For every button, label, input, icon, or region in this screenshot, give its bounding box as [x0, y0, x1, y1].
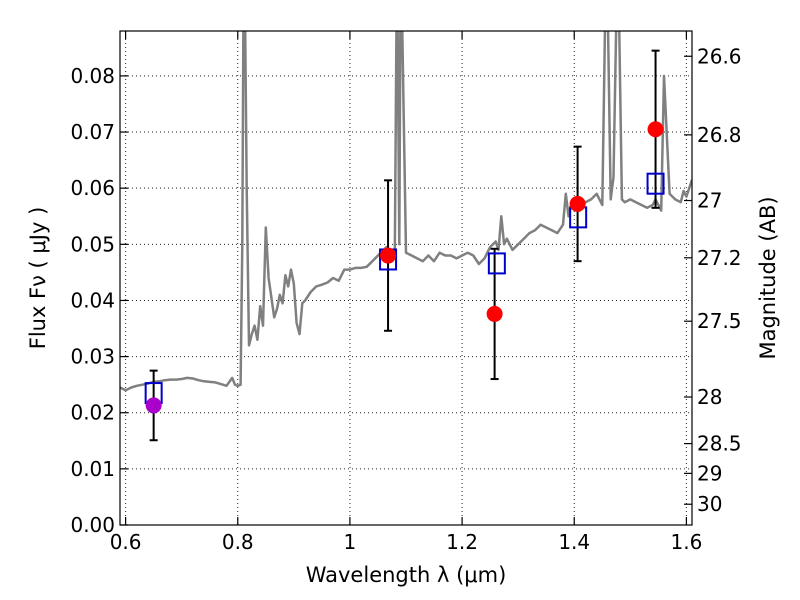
x-tick-label: 1	[344, 530, 357, 554]
plot-frame	[119, 30, 693, 526]
y-tick-label: 0.05	[70, 232, 115, 256]
data-circle-marker	[647, 121, 664, 138]
x-tick-label: 0.6	[110, 530, 142, 554]
model-spectrum-line	[120, 31, 692, 392]
data-circle-marker	[380, 247, 397, 264]
right-tick-label: 27.2	[697, 246, 742, 270]
y-tick-label: 0.07	[70, 120, 115, 144]
right-axis-label: Magnitude (AB)	[756, 196, 780, 359]
x-tick-label: 0.8	[222, 530, 254, 554]
right-tick-label: 30	[697, 492, 722, 516]
model-spectrum	[120, 31, 692, 392]
x-tick-label: 1.4	[558, 530, 590, 554]
right-tick-label: 29	[697, 461, 722, 485]
model-square-marker	[646, 172, 665, 195]
x-tick-label: 1.6	[670, 530, 702, 554]
y-axis-label: Flux Fν ( μJy )	[26, 207, 50, 350]
y-tick-label: 0.02	[70, 401, 115, 425]
model-square-marker	[487, 252, 506, 275]
x-axis-label: Wavelength λ (μm)	[306, 563, 507, 587]
y-tick-label: 0.08	[70, 64, 115, 88]
y-tick-label: 0.06	[70, 176, 115, 200]
y-tick-label: 0.04	[70, 288, 115, 312]
data-points	[144, 49, 665, 442]
axis-ticks: 0.6 0.8 1 1.2 1.4 1.6 0.00 0.01 0.02 0.03 0.04 0.05…	[70, 31, 742, 554]
y-tick-label: 0.00	[70, 513, 115, 537]
data-circle-marker	[145, 397, 162, 414]
right-tick-label: 28.5	[697, 432, 742, 456]
data-circle-marker	[569, 195, 586, 212]
x-tick-label: 1.2	[446, 530, 478, 554]
data-circle-marker	[486, 305, 503, 322]
right-tick-label: 27.5	[697, 309, 742, 333]
right-tick-label: 26.6	[697, 44, 742, 68]
right-tick-label: 28	[697, 385, 722, 409]
right-tick-label: 27	[697, 189, 722, 213]
y-tick-label: 0.01	[70, 457, 115, 481]
y-tick-label: 0.03	[70, 345, 115, 369]
right-tick-label: 26.8	[697, 123, 742, 147]
